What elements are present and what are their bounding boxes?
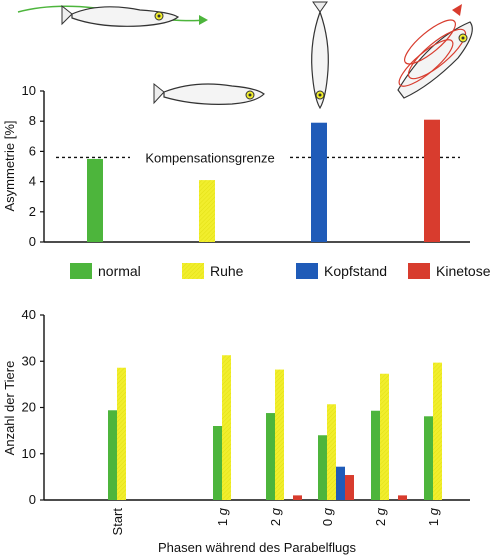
bar-normal <box>213 426 222 500</box>
fish-resting-icon <box>153 82 265 105</box>
x-ticks: Start 1 g 2 g 0 g 2 g 1 g <box>110 507 441 535</box>
bar-ruhe <box>117 367 126 500</box>
legend: normal Ruhe Kopfstand Kinetose <box>70 263 491 279</box>
y-tick-label: 0 <box>29 234 36 249</box>
x-tick-label: Start <box>110 508 125 536</box>
x-tick-label: 1 g <box>215 507 230 526</box>
legend-label-kopfstand: Kopfstand <box>324 263 387 279</box>
bar-kinetose <box>424 119 440 242</box>
fish-swimming-icon <box>17 4 208 27</box>
fish-headstand-icon <box>311 1 329 110</box>
x-tick-label: 1 g <box>426 507 441 526</box>
legend-label-kinetose: Kinetose <box>436 263 491 279</box>
bar-normal <box>108 410 117 500</box>
bar-normal <box>371 410 380 500</box>
bar-kinetose <box>345 475 354 500</box>
x-axis-label: Phasen während des Parabelflugs <box>158 540 357 555</box>
x-tick-label: 0 g <box>320 507 335 526</box>
bar-kinetose <box>398 495 407 500</box>
bar-normal <box>87 158 103 242</box>
asymmetry-chart: 0 2 4 6 8 10 Kompensationsgrenze Asymmetrie [… <box>2 83 470 249</box>
y-tick-label: 2 <box>29 204 36 219</box>
y-tick-label: 6 <box>29 143 36 158</box>
bar-ruhe <box>222 355 231 500</box>
legend-swatch-kinetose <box>408 263 430 279</box>
y-tick-label: 0 <box>29 492 36 507</box>
reference-label-background <box>130 148 290 165</box>
y-tick-label: 30 <box>22 353 36 368</box>
legend-label-normal: normal <box>98 263 141 279</box>
y-axis-label: Anzahl der Tiere <box>2 361 17 456</box>
y-ticks: 0 2 4 6 8 10 <box>22 83 44 249</box>
bar-kopfstand <box>336 466 345 500</box>
bar-normal <box>318 435 327 500</box>
y-tick-label: 20 <box>22 400 36 415</box>
bar-kinetose <box>293 495 302 500</box>
bars <box>87 119 440 242</box>
bar-ruhe <box>275 369 284 500</box>
bar-ruhe <box>327 404 336 500</box>
bar-ruhe <box>380 373 389 500</box>
y-ticks: 0 10 20 30 40 <box>22 307 44 507</box>
bar-ruhe <box>199 180 215 242</box>
legend-swatch-normal <box>70 263 92 279</box>
animal-count-chart: 0 10 20 30 40 Start 1 g 2 g 0 g 2 g 1 g Anzahl de… <box>2 307 470 555</box>
compensation-label: Kompensationsgrenze <box>145 150 274 165</box>
bar-normal <box>266 413 275 500</box>
y-tick-label: 8 <box>29 113 36 128</box>
y-tick-label: 10 <box>22 83 36 98</box>
legend-label-ruhe: Ruhe <box>210 263 244 279</box>
bar-kopfstand <box>311 122 327 242</box>
legend-swatch-kopfstand <box>296 263 318 279</box>
x-tick-label: 2 g <box>268 507 283 526</box>
fish-spinning-icon <box>397 4 473 99</box>
y-axis-label: Asymmetrie [%] <box>2 120 17 211</box>
legend-swatch-ruhe <box>182 263 204 279</box>
y-tick-label: 4 <box>29 174 36 189</box>
y-tick-label: 40 <box>22 307 36 322</box>
y-tick-label: 10 <box>22 446 36 461</box>
bars <box>108 355 442 500</box>
bar-ruhe <box>433 362 442 500</box>
x-tick-label: 2 g <box>373 507 388 526</box>
bar-normal <box>424 416 433 500</box>
